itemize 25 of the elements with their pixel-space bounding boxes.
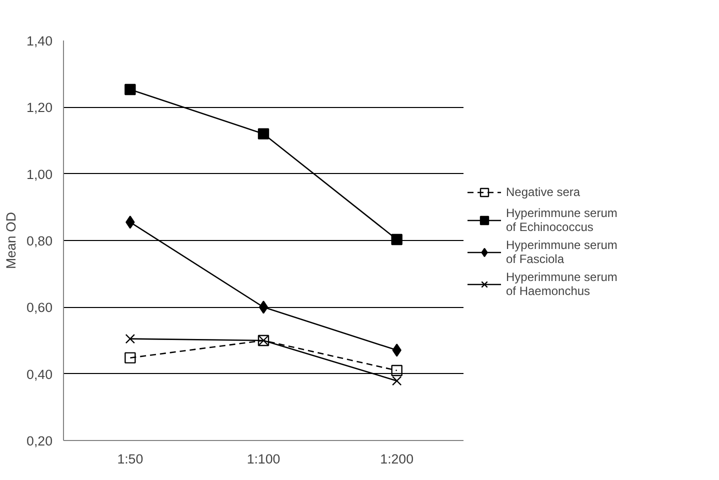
- x-tick-label: 1:100: [246, 452, 280, 466]
- legend-label: Negative sera: [506, 185, 580, 199]
- y-axis-title: Mean OD: [4, 212, 19, 270]
- point: [258, 128, 270, 140]
- point: [125, 334, 136, 344]
- point: [391, 364, 402, 376]
- legend-label: Hyperimmune serum of Echinococcus: [506, 206, 618, 234]
- point: [258, 300, 268, 314]
- y-tick-label: 0,60: [26, 300, 53, 316]
- point: [392, 376, 402, 386]
- y-tick-label: 0,40: [26, 366, 53, 382]
- legend-label: Hyperimmune serum of Haemonchus: [506, 270, 618, 298]
- point: [392, 344, 402, 357]
- y-tick-label: 0,20: [26, 434, 53, 448]
- y-tick-label: 0,80: [26, 234, 53, 248]
- y-tick-label: 1,40: [26, 34, 53, 48]
- point: [124, 84, 136, 96]
- legend-label: Hyperimmune serum of Fasciola: [506, 238, 618, 266]
- point: [391, 234, 402, 246]
- point: [124, 352, 136, 364]
- point: [126, 216, 135, 229]
- x-tick-label: 1:200: [380, 452, 414, 466]
- y-tick-label: 1,20: [26, 100, 53, 116]
- y-tick-label: 1,00: [26, 166, 53, 182]
- x-tick-label: 1:50: [117, 452, 144, 466]
